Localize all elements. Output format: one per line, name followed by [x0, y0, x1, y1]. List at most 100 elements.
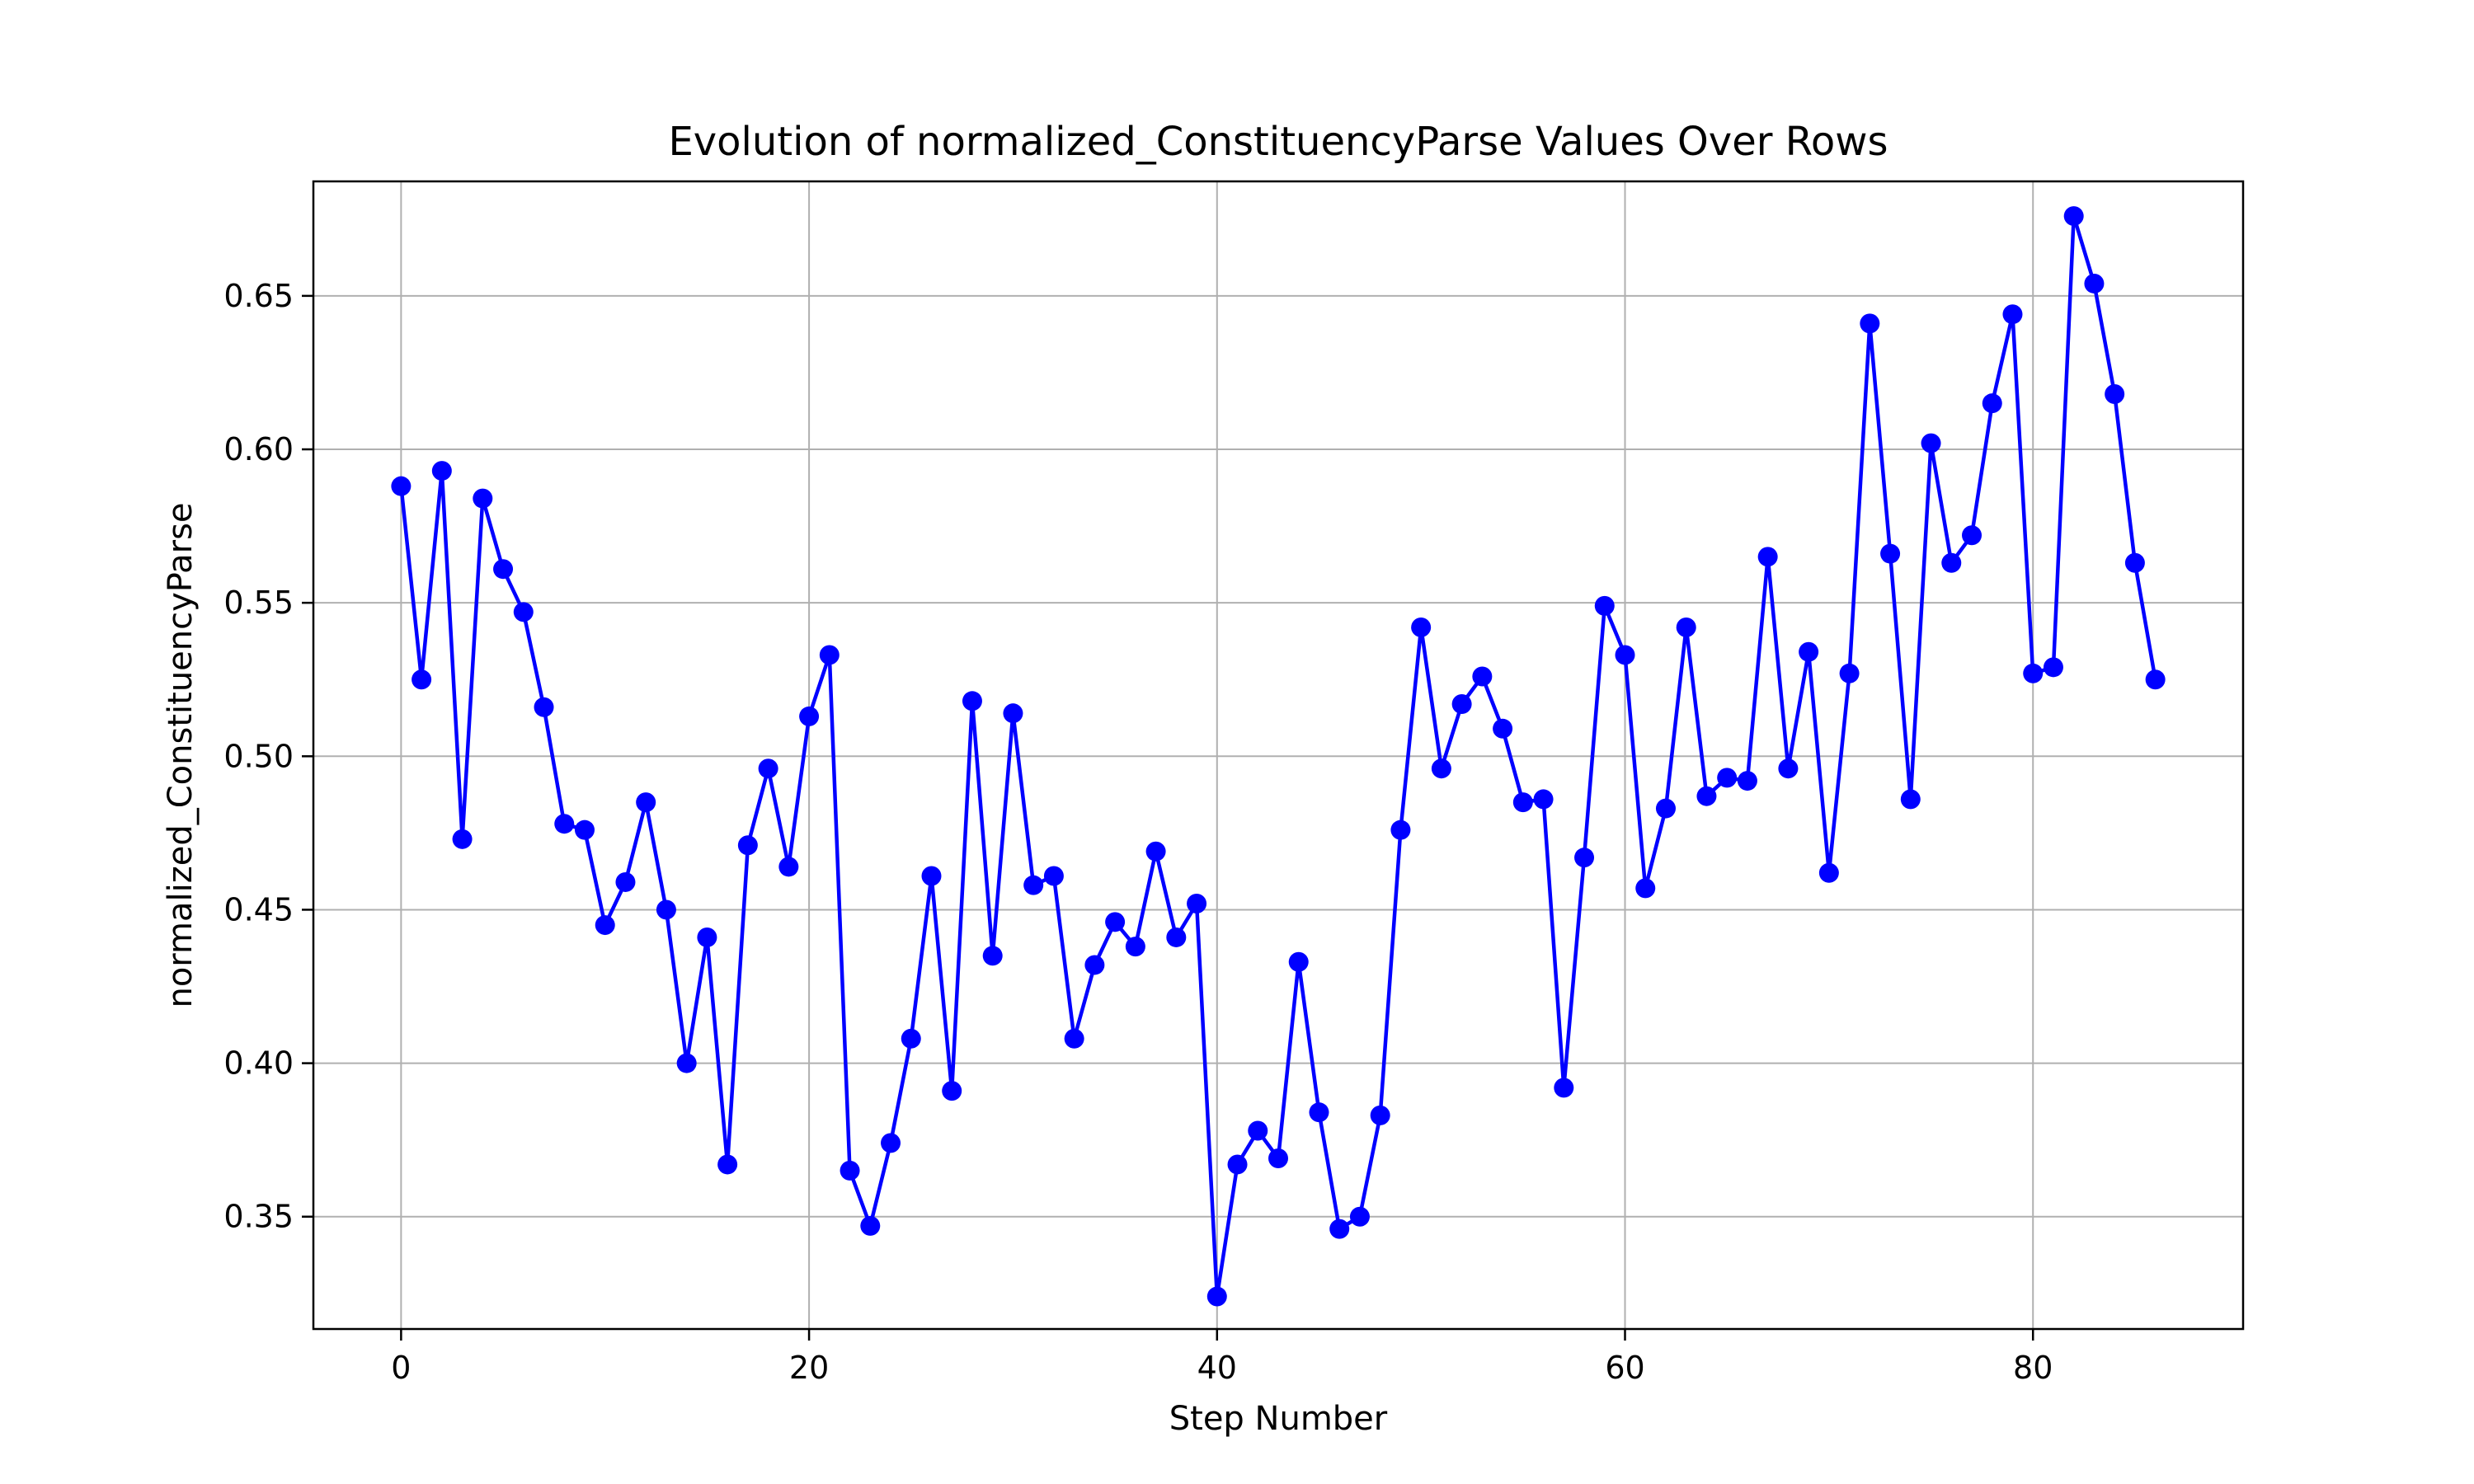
data-point	[391, 476, 412, 496]
data-point	[676, 1053, 697, 1073]
x-axis-label: Step Number	[1169, 1400, 1388, 1438]
data-point	[1493, 718, 1513, 739]
data-point	[1696, 786, 1717, 806]
y-axis-label: normalized_ConstituencyParse	[162, 502, 200, 1007]
y-tick-label: 0.60	[223, 431, 294, 467]
data-point	[921, 866, 942, 886]
data-point	[799, 706, 820, 726]
data-point	[1594, 595, 1615, 616]
data-point	[1860, 313, 1880, 334]
data-point	[982, 946, 1003, 966]
data-point	[2002, 304, 2023, 325]
data-point	[574, 819, 595, 840]
x-axis-ticks: 0 20 40 60 80	[391, 1329, 2053, 1386]
data-point	[1349, 1206, 1370, 1227]
x-tick-label: 20	[789, 1350, 829, 1386]
data-point	[717, 1154, 738, 1175]
data-point	[595, 915, 615, 936]
data-point	[1451, 694, 1472, 715]
y-axis-ticks: 0.35 0.40 0.45 0.50 0.55 0.60 0.65	[223, 278, 313, 1235]
data-point	[2084, 273, 2105, 294]
data-point	[1003, 703, 1023, 724]
data-point	[1880, 543, 1901, 564]
data-point	[554, 814, 575, 834]
data-point	[778, 857, 799, 877]
data-point	[473, 488, 493, 509]
y-tick-label: 0.55	[223, 585, 294, 621]
data-point	[2023, 663, 2044, 683]
data-point	[2063, 206, 2084, 227]
data-point	[1309, 1102, 1329, 1123]
data-point	[1778, 758, 1799, 779]
data-point	[1472, 666, 1493, 687]
data-point	[1370, 1105, 1390, 1125]
data-point	[636, 792, 656, 813]
data-point	[513, 602, 534, 622]
data-point	[615, 871, 636, 892]
data-point	[1105, 912, 1126, 932]
data-point	[452, 829, 473, 849]
chart-title: Evolution of normalized_ConstituencyPars…	[668, 119, 1888, 165]
data-point	[2043, 657, 2063, 678]
data-point	[1839, 663, 1860, 683]
data-point	[1227, 1154, 1248, 1175]
data-point	[1635, 878, 1656, 899]
data-point	[1145, 841, 1166, 862]
data-point	[656, 899, 676, 920]
data-point	[2105, 383, 2125, 404]
data-point	[1431, 758, 1451, 779]
data-point	[737, 835, 758, 856]
data-point	[2145, 669, 2166, 690]
data-point	[1921, 433, 1941, 453]
data-point	[1655, 798, 1676, 819]
data-point	[819, 645, 840, 665]
data-point	[412, 669, 432, 690]
data-point	[431, 461, 452, 481]
data-point	[1757, 547, 1778, 567]
data-point	[493, 559, 514, 580]
x-tick-label: 60	[1605, 1350, 1644, 1386]
data-point	[1941, 552, 1962, 573]
data-point	[1084, 955, 1105, 975]
x-tick-label: 0	[391, 1350, 411, 1386]
data-point	[1166, 927, 1187, 947]
data-point	[1717, 768, 1738, 788]
y-tick-label: 0.45	[223, 891, 294, 928]
data-point	[1411, 617, 1432, 637]
data-point	[1799, 641, 1819, 662]
data-point	[1676, 617, 1696, 637]
data-point	[1248, 1120, 1268, 1141]
data-point	[1512, 792, 1533, 813]
y-tick-label: 0.50	[223, 738, 294, 774]
data-point	[697, 927, 717, 947]
x-tick-label: 80	[2013, 1350, 2053, 1386]
data-point	[1043, 866, 1064, 886]
data-point	[1554, 1078, 1574, 1098]
data-point	[860, 1215, 881, 1236]
y-tick-label: 0.65	[223, 278, 294, 314]
data-point	[1737, 771, 1757, 791]
data-point	[1818, 862, 1839, 883]
data-point	[1187, 894, 1207, 914]
axes-frame	[312, 180, 2245, 1331]
data-point	[1533, 789, 1554, 810]
data-point	[1329, 1219, 1350, 1239]
data-point	[534, 697, 554, 717]
data-point	[1268, 1148, 1288, 1169]
data-point	[901, 1028, 921, 1049]
data-point	[942, 1081, 962, 1101]
data-point	[840, 1160, 860, 1181]
data-point	[1206, 1286, 1227, 1307]
data-point	[881, 1133, 901, 1153]
y-tick-label: 0.35	[223, 1199, 294, 1235]
data-point	[1615, 645, 1635, 665]
series	[391, 206, 2166, 1307]
data-point	[1962, 525, 1982, 546]
y-tick-label: 0.40	[223, 1045, 294, 1082]
x-tick-label: 40	[1197, 1350, 1237, 1386]
data-point	[1574, 848, 1595, 868]
data-point	[1064, 1028, 1084, 1049]
data-point	[1982, 393, 2002, 414]
